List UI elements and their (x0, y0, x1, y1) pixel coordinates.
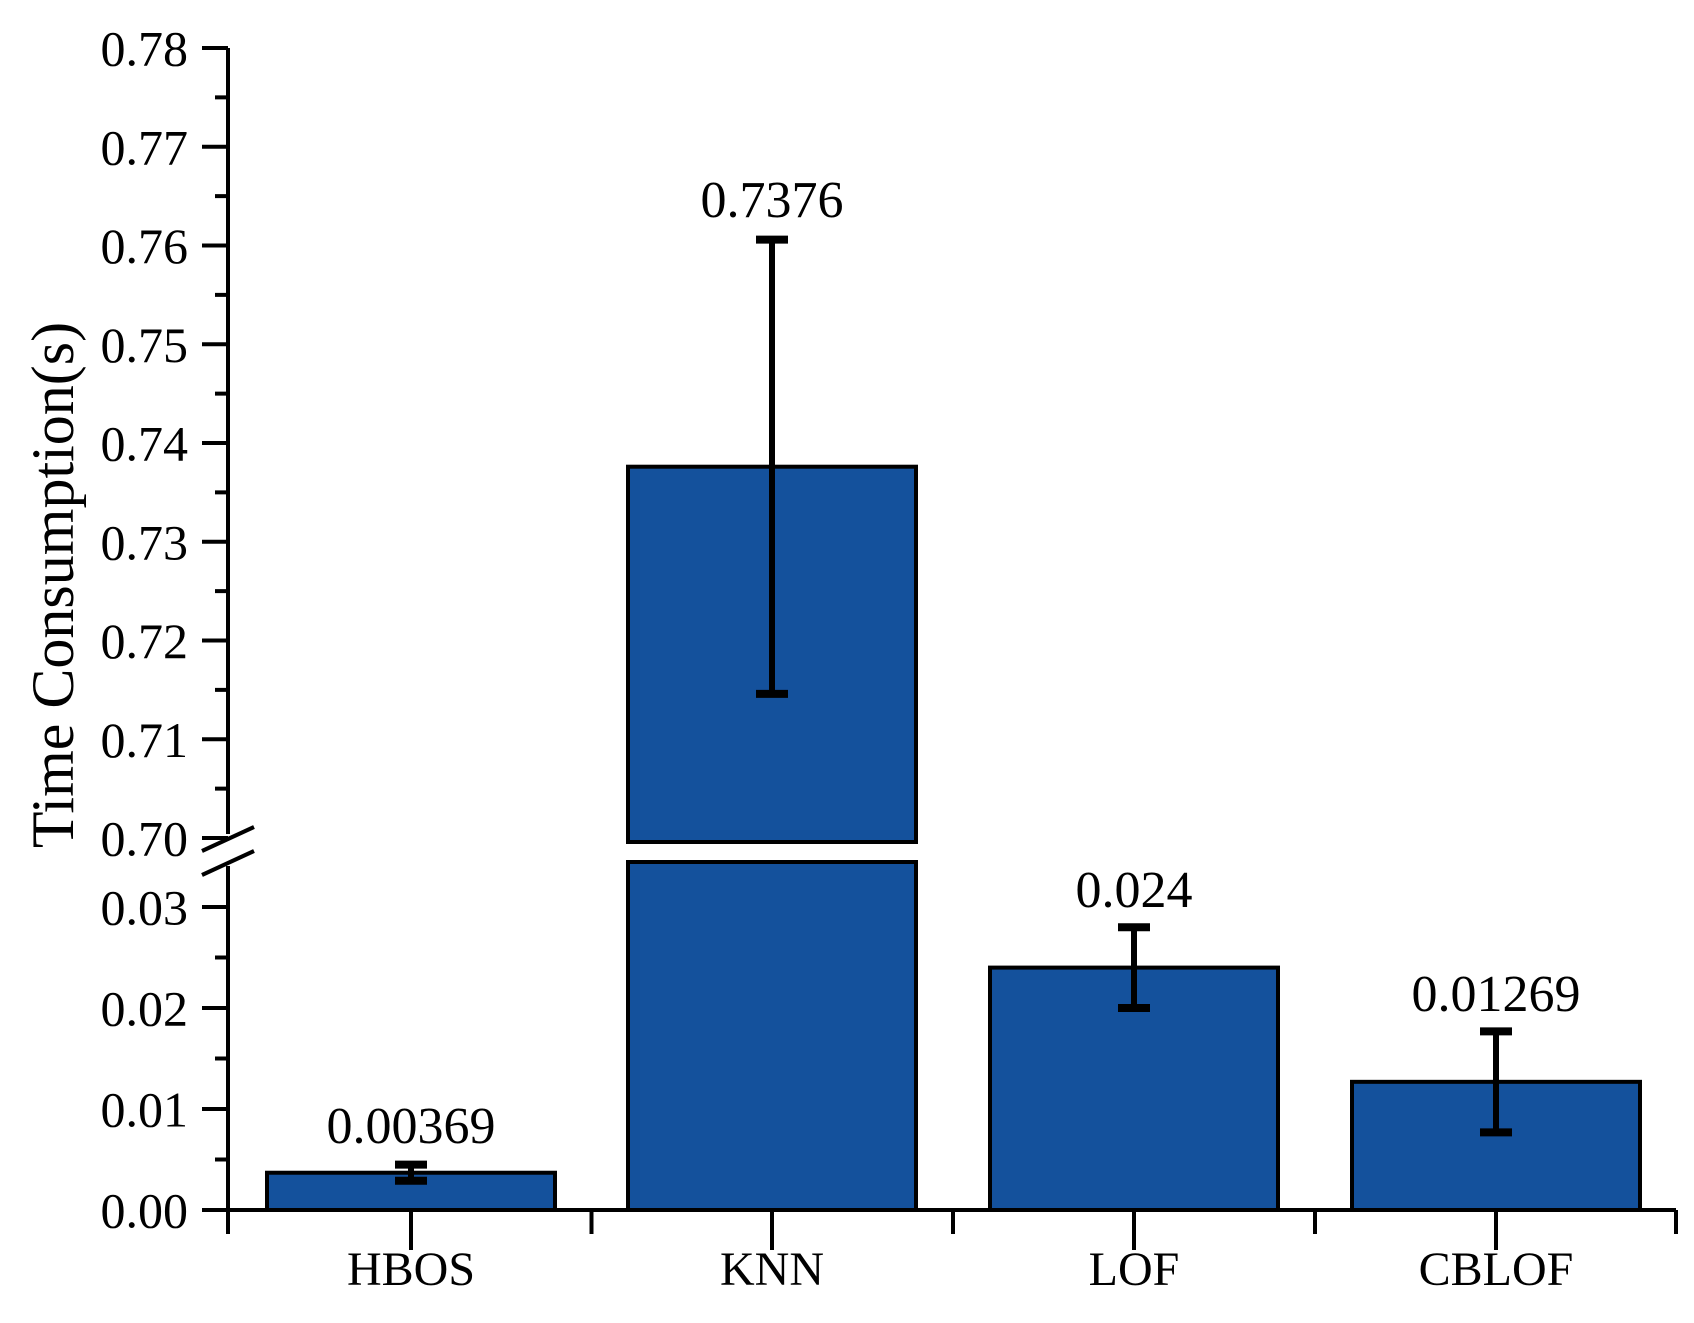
axis-break-slash-lower (201, 849, 255, 877)
y-tick-label: 0.72 (101, 613, 189, 669)
y-tick-label: 0.78 (101, 21, 189, 77)
x-tick-label-lof: LOF (1088, 1243, 1180, 1296)
x-tick-label-cblof: CBLOF (1418, 1243, 1574, 1296)
y-tick-label: 0.01 (101, 1082, 189, 1138)
y-tick-label: 0.00 (101, 1183, 189, 1239)
y-tick-label: 0.70 (101, 811, 189, 867)
bar-knn-lower (626, 860, 918, 1212)
y-tick-label: 0.77 (101, 119, 189, 175)
x-tick-label-hbos: HBOS (346, 1243, 476, 1296)
y-tick-label: 0.02 (101, 981, 189, 1037)
y-tick-label: 0.75 (101, 317, 189, 373)
x-tick-label-knn: KNN (720, 1243, 824, 1296)
y-tick-label: 0.76 (101, 218, 189, 274)
bar-value-label-hbos: 0.00369 (326, 1098, 496, 1155)
y-tick-label: 0.74 (101, 416, 189, 472)
bar-value-label-lof: 0.024 (1075, 862, 1193, 919)
bar-value-label-cblof: 0.01269 (1411, 966, 1581, 1023)
y-tick-label: 0.71 (101, 712, 189, 768)
y-tick-label: 0.03 (101, 880, 189, 936)
y-tick-label: 0.73 (101, 514, 189, 570)
bar-value-label-knn: 0.7376 (700, 172, 844, 229)
y-axis-title: Time Consumption(s) (20, 321, 86, 849)
